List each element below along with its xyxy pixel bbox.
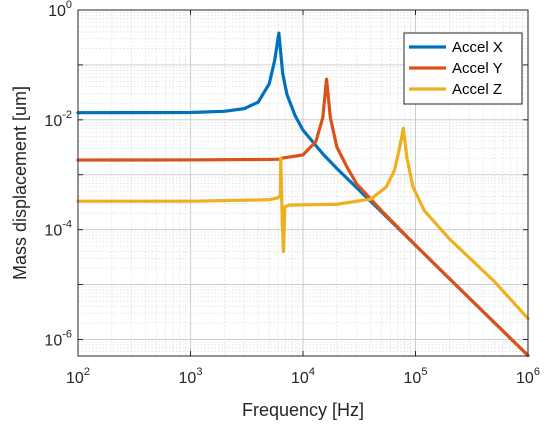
legend-label: Accel Y <box>452 60 503 77</box>
x-tick-labels: 102 103 104 105 106 <box>66 366 540 387</box>
series-layer <box>76 31 530 358</box>
axis-ticks <box>77 9 529 356</box>
y-tick-labels: 100 10-2 10-4 10-6 <box>44 0 72 349</box>
y-axis-label: Mass displacement [um] <box>10 86 30 280</box>
x-tick-label: 103 <box>179 366 203 387</box>
legend-label: Accel Z <box>452 81 502 98</box>
x-tick-label: 106 <box>516 366 540 387</box>
x-tick-label: 105 <box>404 366 428 387</box>
y-tick-label: 100 <box>48 0 72 20</box>
y-tick-label: 10-2 <box>44 109 72 130</box>
y-tick-label: 10-6 <box>44 328 72 349</box>
x-axis-label: Frequency [Hz] <box>242 400 364 420</box>
x-tick-label: 104 <box>291 366 315 387</box>
x-tick-label: 102 <box>66 366 90 387</box>
legend-label: Accel X <box>452 39 503 56</box>
legend: Accel X Accel Y Accel Z <box>403 32 523 105</box>
series-line-3 <box>76 126 530 321</box>
series-line-2 <box>76 77 530 358</box>
y-tick-label: 10-4 <box>44 219 72 240</box>
